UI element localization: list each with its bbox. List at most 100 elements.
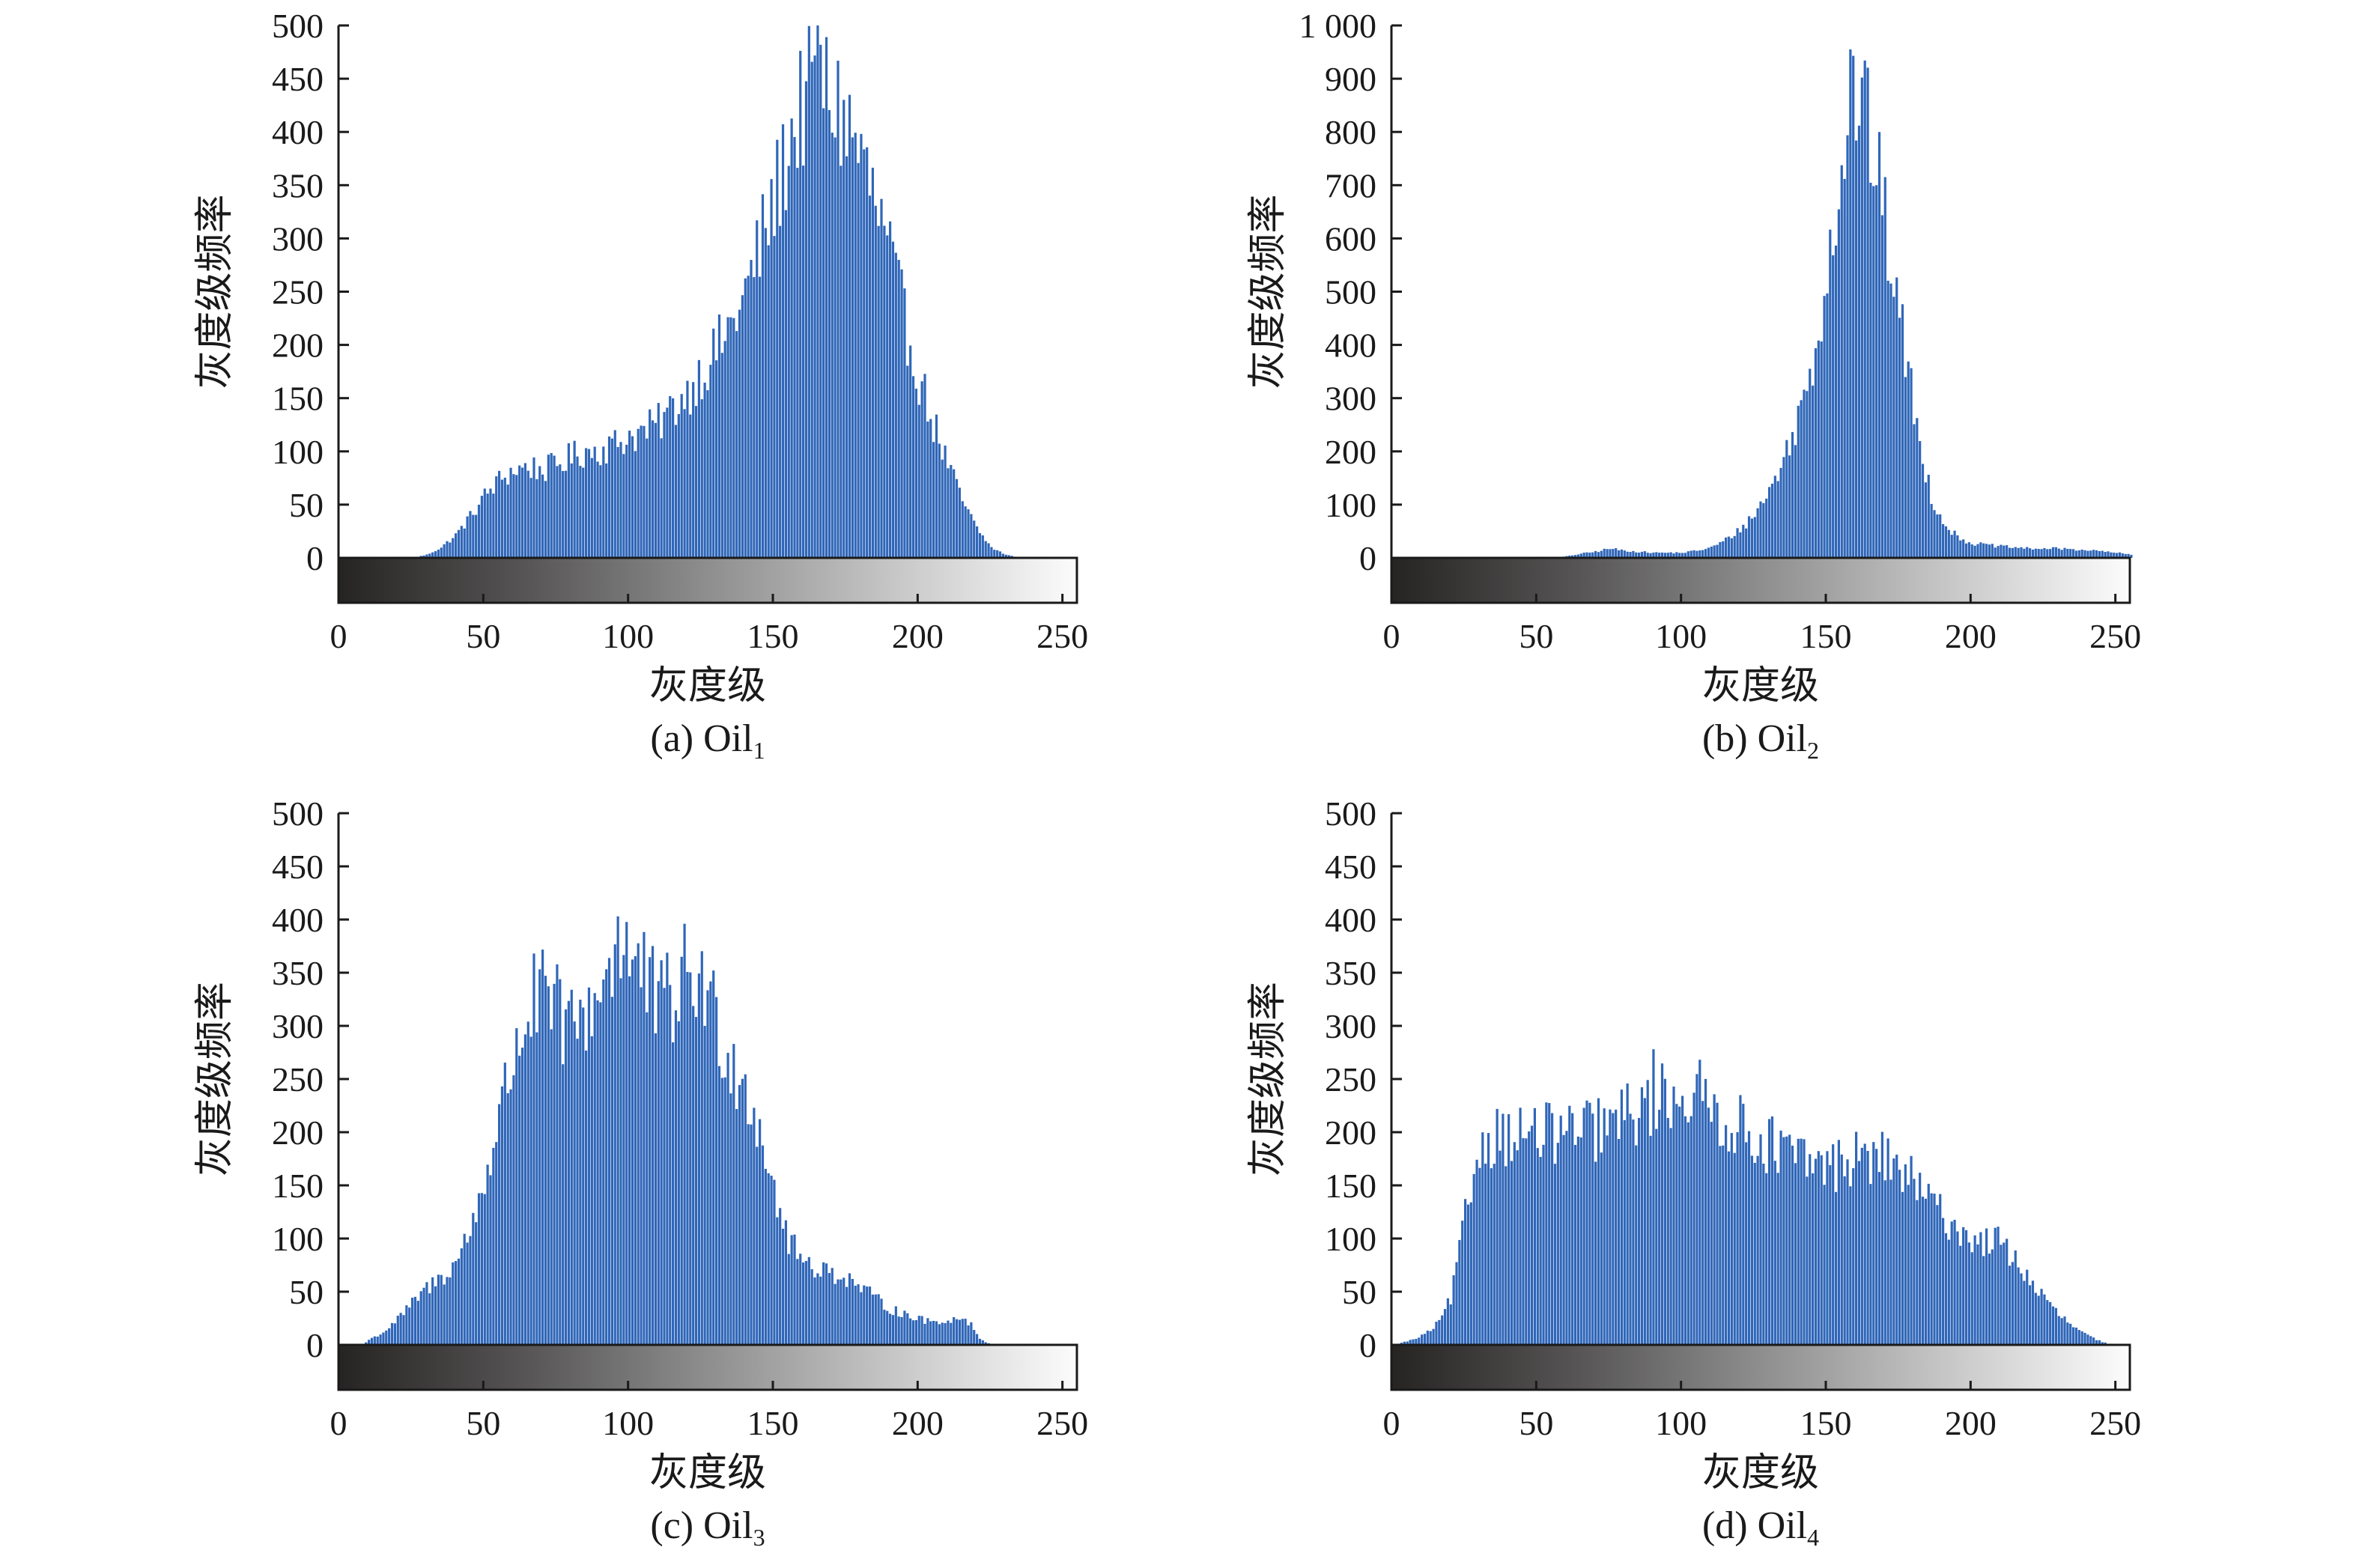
bar-gray-204	[929, 419, 932, 558]
bar-gray-171	[1886, 1138, 1889, 1345]
bar-gray-166	[1872, 1142, 1875, 1345]
bar-gray-53	[1545, 1102, 1548, 1345]
bar-gray-237	[2077, 550, 2080, 558]
bar-gray-194	[1953, 530, 1956, 558]
bar-gray-37	[446, 541, 449, 558]
bar-gray-195	[903, 288, 906, 558]
bar-gray-104	[640, 425, 643, 558]
bar-gray-236	[2074, 550, 2078, 558]
bar-gray-164	[1866, 1150, 1869, 1345]
bar-gray-55	[498, 470, 501, 558]
panel-caption: (b) Oil2	[1702, 717, 1819, 764]
bar-gray-205	[1985, 544, 1988, 558]
bar-gray-214	[958, 487, 961, 558]
bar-gray-101	[1684, 1116, 1687, 1345]
bar-gray-97	[619, 978, 622, 1345]
bar-gray-67	[1585, 552, 1588, 558]
bar-gray-220	[2029, 1285, 2032, 1345]
bar-gray-188	[1936, 1205, 1939, 1345]
bar-gray-76	[1612, 1113, 1615, 1345]
bar-gray-210	[2000, 1245, 2003, 1345]
bar-gray-95	[613, 944, 616, 1345]
bar-gray-179	[857, 162, 860, 559]
bar-gray-155	[1840, 1154, 1843, 1345]
bar-gray-147	[1817, 340, 1820, 558]
bar-gray-106	[1698, 550, 1701, 558]
bar-gray-121	[689, 414, 692, 558]
bar-gray-138	[1791, 431, 1794, 558]
caption-text: (c) Oil	[650, 1504, 753, 1547]
bar-gray-131	[717, 1066, 721, 1345]
bar-gray-139	[741, 1078, 744, 1345]
bar-gray-159	[1852, 55, 1855, 559]
bar-gray-149	[1823, 296, 1826, 558]
bar-gray-115	[672, 1042, 675, 1345]
bar-gray-194	[900, 269, 903, 558]
bar-gray-113	[1719, 1146, 1722, 1345]
bar-gray-66	[1582, 1107, 1585, 1345]
bar-gray-59	[509, 1089, 512, 1345]
bar-gray-100	[628, 431, 631, 558]
bar-gray-201	[920, 381, 923, 558]
bar-gray-245	[2101, 550, 2104, 558]
bar-gray-41	[457, 529, 461, 558]
bar-gray-129	[712, 328, 715, 558]
bar-gray-128	[709, 981, 712, 1345]
caption-text: (a) Oil	[650, 717, 753, 760]
bar-gray-165	[1869, 183, 1872, 558]
x-tick-label: 200	[892, 1404, 944, 1442]
bar-gray-115	[1725, 537, 1728, 558]
panel-caption: (a) Oil1	[650, 717, 765, 764]
bar-gray-198	[1964, 543, 1968, 558]
bar-gray-200	[1970, 1252, 1973, 1345]
bar-gray-45	[469, 1236, 472, 1345]
bar-gray-200	[917, 1316, 920, 1345]
y-tick-label: 500	[1325, 273, 1376, 312]
caption-text: (b) Oil	[1702, 717, 1807, 760]
bar-gray-81	[1626, 1083, 1629, 1345]
bar-gray-84	[582, 467, 585, 558]
histogram-bars	[413, 25, 1019, 559]
bar-gray-92	[1658, 1110, 1661, 1345]
bar-gray-100	[1681, 553, 1684, 558]
bar-gray-10	[1421, 1334, 1424, 1345]
bar-gray-93	[1660, 1063, 1664, 1345]
bar-gray-183	[868, 1286, 872, 1345]
bar-gray-106	[646, 1012, 649, 1345]
bar-gray-140	[1797, 1138, 1800, 1345]
bar-gray-47	[1528, 1131, 1531, 1345]
bar-gray-168	[825, 1263, 828, 1345]
bar-gray-128	[1762, 1163, 1765, 1345]
bar-gray-219	[973, 1330, 976, 1345]
bar-gray-152	[779, 1208, 782, 1345]
bar-gray-188	[1936, 514, 1939, 558]
bar-gray-169	[828, 1273, 831, 1345]
bar-gray-189	[886, 1310, 889, 1345]
bar-gray-92	[605, 969, 608, 1345]
bar-gray-25	[1464, 1199, 1467, 1345]
bar-gray-232	[2063, 1316, 2066, 1345]
bar-gray-89	[596, 1000, 599, 1345]
bar-gray-215	[961, 1319, 964, 1345]
bar-gray-152	[1832, 1144, 1835, 1345]
bar-gray-208	[1994, 547, 1997, 558]
bar-gray-88	[593, 446, 596, 558]
bar-gray-73	[1603, 548, 1606, 558]
bar-gray-175	[845, 1286, 848, 1345]
bar-gray-83	[1632, 1119, 1635, 1345]
bar-gray-129	[1765, 498, 1768, 558]
bar-gray-185	[874, 205, 877, 558]
bar-gray-127	[1759, 501, 1762, 558]
bar-gray-56	[500, 479, 504, 558]
bar-gray-113	[1719, 541, 1722, 558]
bar-gray-99	[1678, 1106, 1681, 1345]
bar-gray-151	[776, 1217, 779, 1345]
bar-gray-53	[492, 493, 495, 558]
bar-gray-102	[634, 451, 637, 558]
y-tick-label: 150	[272, 1167, 324, 1205]
bar-gray-25	[411, 1298, 414, 1345]
bar-gray-167	[822, 108, 825, 558]
bar-gray-90	[1652, 1049, 1655, 1345]
bar-gray-115	[1725, 1125, 1728, 1345]
